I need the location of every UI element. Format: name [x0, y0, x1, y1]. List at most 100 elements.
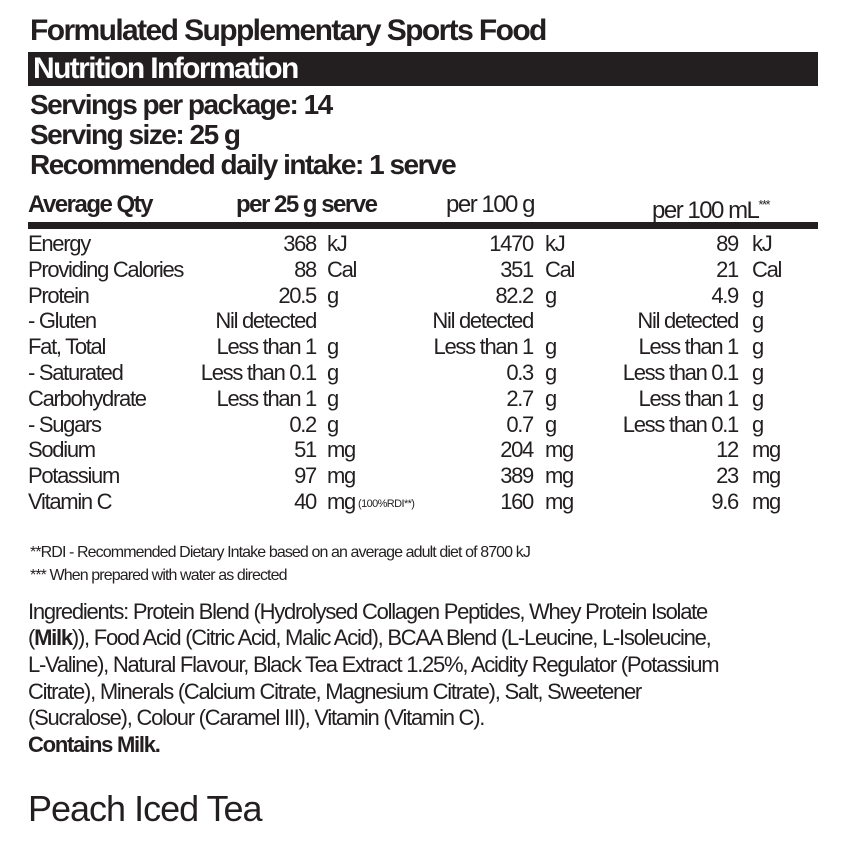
- nutrient-label: Potassium: [28, 463, 120, 489]
- flavour-name: Peach Iced Tea: [28, 788, 263, 829]
- serving-size: Serving size: 25 g: [30, 119, 241, 150]
- nutrient-label: Sodium: [28, 437, 96, 463]
- per-serve-value: Less than 0.1: [200, 360, 318, 385]
- per-serve-value: Less than 1: [216, 385, 318, 411]
- per-100ml-value: 23: [716, 463, 739, 489]
- header-rule: [28, 222, 818, 229]
- per-100ml-unit: g: [752, 308, 764, 334]
- nutrient-label: Energy: [28, 231, 91, 256]
- nutrition-information-banner: Nutrition Information: [28, 52, 818, 86]
- recommended-daily-intake: Recommended daily intake: 1 serve: [30, 149, 457, 180]
- servings-per-package: Servings per package: 14: [30, 89, 333, 120]
- per-serve-unit: g: [327, 334, 339, 360]
- per-100ml-value: 21: [716, 256, 739, 282]
- per-serve-value: 51: [294, 437, 317, 463]
- per-100ml-unit: g: [752, 411, 764, 437]
- table-row: Fat, Total Less than 1 g Less than 1 g Less t…: [0, 334, 852, 360]
- ingredients-text: (: [28, 625, 35, 650]
- per-100ml-unit: g: [752, 334, 764, 360]
- table-row: Potassium 97 mg 389 mg 23 mg: [0, 463, 852, 489]
- product-title: Formulated Supplementary Sports Food: [30, 14, 547, 47]
- per-100ml-value: 9.6: [711, 489, 739, 514]
- header-average-qty: Average Qty: [28, 191, 154, 218]
- per-100ml-value: Less than 0.1: [622, 360, 740, 385]
- nutrient-label: - Gluten: [28, 308, 97, 334]
- footnote-prepared: *** When prepared with water as directed: [30, 567, 288, 584]
- per-100g-unit: g: [545, 411, 557, 437]
- per-100ml-unit: Cal: [752, 256, 782, 282]
- per-100ml-unit: g: [752, 360, 764, 385]
- per-100g-value: 351: [500, 256, 534, 282]
- per-100ml-value: Less than 1: [638, 385, 740, 411]
- per-100g-unit: mg: [545, 463, 574, 489]
- table-row: - Sugars 0.2 g 0.7 g Less than 0.1 g: [0, 412, 852, 438]
- footnote-rdi: **RDI - Recommended Dietary Intake based…: [30, 544, 531, 561]
- per-100ml-unit: mg: [752, 437, 781, 463]
- per-100g-value: Less than 1: [433, 334, 535, 360]
- per-100ml-unit: mg: [752, 463, 781, 489]
- per-serve-unit: g: [327, 282, 339, 308]
- header-per-100ml: per 100 mL***: [652, 191, 771, 225]
- header-per-100g: per 100 g: [446, 191, 535, 218]
- rdi-note: (100%RDI**): [358, 498, 415, 510]
- per-100ml-value: 4.9: [711, 282, 739, 308]
- header-per-100ml-label: per 100 mL: [652, 197, 760, 224]
- table-row: Providing Calories 88 Cal 351 Cal 21 Cal: [0, 257, 852, 283]
- table-row: - Gluten Nil detected Nil detected Nil dete…: [0, 308, 852, 334]
- per-100ml-value: 89: [716, 231, 739, 256]
- nutrient-label: Protein: [28, 282, 90, 308]
- per-100g-unit: g: [545, 385, 557, 411]
- per-serve-unit: mg: [327, 463, 356, 489]
- per-100g-unit: kJ: [545, 231, 566, 256]
- per-100g-value: 389: [500, 463, 534, 489]
- per-100ml-value: Less than 0.1: [622, 411, 740, 437]
- per-100ml-unit: g: [752, 385, 764, 411]
- per-100g-unit: g: [545, 360, 557, 385]
- allergen-statement: Contains Milk.: [28, 732, 161, 757]
- per-100g-value: 0.7: [506, 411, 534, 437]
- per-100g-unit: g: [545, 334, 557, 360]
- allergen-milk: Milk: [34, 625, 73, 650]
- table-row: - Saturated Less than 0.1 g 0.3 g Less than 0…: [0, 360, 852, 386]
- per-serve-unit: mg: [327, 489, 356, 514]
- per-serve-unit: g: [327, 411, 339, 437]
- table-row: Sodium 51 mg 204 mg 12 mg: [0, 437, 852, 463]
- per-serve-unit: Cal: [327, 256, 357, 282]
- per-100g-unit: mg: [545, 489, 574, 514]
- per-serve-value: 97: [294, 463, 317, 489]
- per-100ml-unit: g: [752, 282, 764, 308]
- panel-title: Nutrition Information: [33, 52, 299, 85]
- per-100g-value: 2.7: [506, 385, 534, 411]
- ingredients-line: (Milk)), Food Acid (Citric Acid, Malic A…: [28, 625, 712, 651]
- ingredients-line: Ingredients: Protein Blend (Hydrolysed C…: [28, 599, 708, 624]
- table-row: Vitamin C 40 mg 160 mg 9.6 mg (100%RDI**): [0, 489, 852, 515]
- header-per-serve: per 25 g serve: [236, 191, 378, 218]
- header-footnote-mark: ***: [758, 197, 770, 212]
- per-serve-value: 40: [294, 489, 317, 514]
- nutrient-label: - Saturated: [28, 360, 124, 385]
- nutrient-label: Providing Calories: [28, 256, 184, 282]
- per-serve-value: 20.5: [278, 282, 317, 308]
- table-row: Energy 368 kJ 1470 kJ 89 kJ: [0, 231, 852, 257]
- per-100g-value: 160: [500, 489, 534, 514]
- nutrient-label: Vitamin C: [28, 489, 113, 514]
- per-serve-unit: kJ: [327, 231, 348, 256]
- per-serve-unit: mg: [327, 437, 356, 463]
- nutrient-label: - Sugars: [28, 411, 102, 437]
- per-serve-value: 88: [294, 256, 317, 282]
- per-100ml-value: Less than 1: [638, 334, 740, 360]
- ingredients-line: Citrate), Minerals (Calcium Citrate, Mag…: [28, 679, 642, 704]
- nutrient-label: Fat, Total: [28, 334, 106, 360]
- per-100g-value: Nil detected: [432, 308, 534, 334]
- per-100ml-value: 12: [716, 437, 739, 463]
- ingredients-text: )), Food Acid (Citric Acid, Malic Acid),…: [71, 625, 712, 650]
- per-serve-value: Less than 1: [216, 334, 318, 360]
- nutrient-label: Carbohydrate: [28, 385, 147, 411]
- per-100g-value: 82.2: [495, 282, 534, 308]
- per-100g-value: 1470: [489, 231, 534, 256]
- per-serve-value: Nil detected: [215, 308, 317, 334]
- per-100g-unit: Cal: [545, 256, 575, 282]
- ingredients-line: L-Valine), Natural Flavour, Black Tea Ex…: [28, 652, 720, 677]
- ingredients-line: (Sucralose), Colour (Caramel III), Vitam…: [28, 705, 485, 730]
- per-100g-value: 0.3: [506, 360, 534, 385]
